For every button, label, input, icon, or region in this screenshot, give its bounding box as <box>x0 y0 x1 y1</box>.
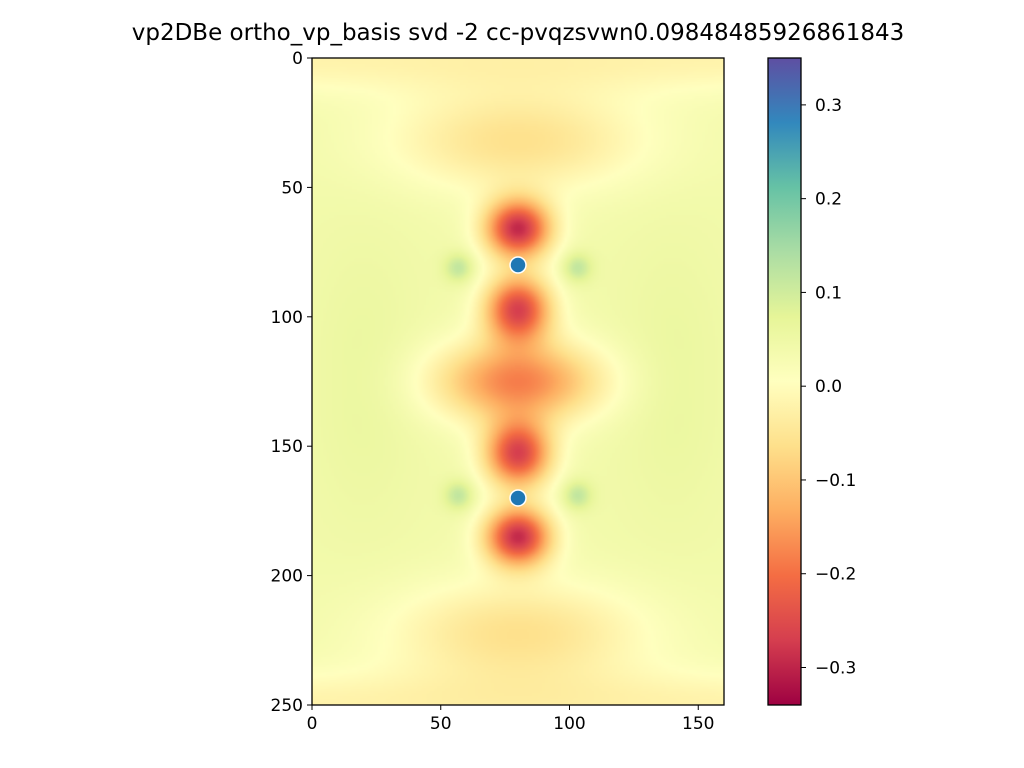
x-tick-label: 0 <box>307 714 318 734</box>
chart-title: vp2DBe ortho_vp_basis svd -2 cc-pvqzsvwn… <box>131 20 905 46</box>
y-tick-label: 150 <box>271 437 303 457</box>
y-axis: 0 50 100 150 200 250 <box>271 49 312 716</box>
colorbar-tick-label: 0.2 <box>815 190 842 210</box>
colorbar-tick-label: 0.1 <box>815 283 842 303</box>
colorbar-tick-label: 0.0 <box>815 377 842 397</box>
plot-frame <box>311 57 725 706</box>
x-axis: 0 50 100 150 <box>307 705 714 734</box>
colorbar-tick-label: −0.3 <box>815 658 856 678</box>
colorbar <box>768 58 801 705</box>
y-tick-label: 100 <box>271 308 303 328</box>
colorbar-tick-label: 0.3 <box>815 96 842 116</box>
marker-layer <box>509 256 527 507</box>
colorbar-tick-label: −0.2 <box>815 565 856 585</box>
colorbar-frame <box>767 57 802 706</box>
heatmap-field <box>312 58 724 705</box>
colorbar-axis: 0.3 0.2 0.1 0.0 −0.1 −0.2 −0.3 <box>801 96 856 678</box>
marker-point-2 <box>509 489 527 507</box>
colorbar-tick-label: −0.1 <box>815 471 856 491</box>
x-tick-label: 150 <box>682 714 714 734</box>
y-tick-label: 50 <box>281 178 303 198</box>
marker-point-1 <box>509 256 527 274</box>
x-tick-label: 100 <box>553 714 585 734</box>
y-tick-label: 250 <box>271 696 303 716</box>
x-tick-label: 50 <box>430 714 452 734</box>
y-tick-label: 200 <box>271 567 303 587</box>
y-tick-label: 0 <box>292 49 303 69</box>
